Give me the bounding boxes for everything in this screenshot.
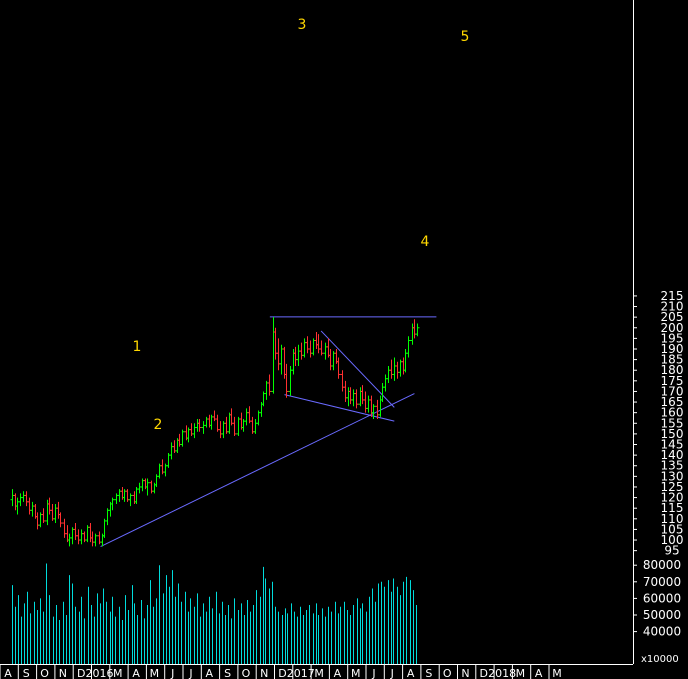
volume-bars [12,563,417,664]
time-tick-label: M [552,667,562,679]
price-tick-label: 150 [661,427,684,441]
time-tick-label: M [351,667,361,679]
price-tick-label: 155 [661,416,684,430]
price-bar [415,323,420,337]
trendline-support [100,393,415,548]
volume-tick-label: 50000 [643,608,681,622]
time-tick-label: A [535,667,543,679]
price-bar [319,340,324,356]
time-tick-label: N [461,667,469,679]
price-tick-label: 170 [661,384,684,398]
volume-unit-label: x10000 [641,654,679,665]
price-bar [110,497,115,511]
time-tick-label: A [132,667,140,679]
price-tick-label: 160 [661,406,684,420]
volume-tick-label: 60000 [643,591,681,605]
time-tick-label: O [443,667,452,679]
time-tick-label: S [23,667,30,679]
price-tick-label: 125 [661,480,684,494]
price-bar [41,508,46,524]
price-tick-label: 200 [661,321,684,335]
price-tick-label: 185 [661,353,684,367]
time-tick-label: S [224,667,231,679]
time-tick-label: M [516,667,526,679]
axes [0,0,634,665]
time-tick-label: N [59,667,67,679]
wave-label-4: 4 [421,234,430,250]
price-bar [197,419,202,432]
volume-axis-ticks: 40000 50000 60000 70000 80000 [633,558,681,639]
wave-label-1: 1 [133,339,142,355]
volume-tick-label: 70000 [643,575,681,589]
price-bar [354,389,359,409]
time-tick-label: O [242,667,251,679]
price-bar [58,512,63,528]
wave-label-5: 5 [461,29,470,45]
time-tick-label: M [314,667,324,679]
price-bar [406,336,411,358]
time-tick-label: A [334,667,342,679]
price-bar [180,429,185,447]
price-tick-label: 180 [661,363,684,377]
time-tick-label: 2017 [287,667,315,679]
time-tick-label: M [150,667,160,679]
price-tick-label: 215 [661,289,684,303]
time-axis-labels: A S O N D 2016 M A M J J A S O N D 2017 M A M J J A S O N D 2018 M A M [0,664,562,679]
price-tick-label: 105 [661,522,684,536]
price-tick-label: 110 [661,512,684,526]
time-tick-label: J [188,667,192,679]
price-bars [10,317,420,547]
price-tick-label: 175 [661,374,684,388]
time-tick-label: D [77,667,85,679]
price-tick-label: 190 [661,342,684,356]
price-bar [93,533,98,547]
price-tick-label: 210 [661,300,684,314]
price-bar [232,416,237,437]
price-bar [267,374,272,396]
wave-label-2: 2 [154,417,163,433]
time-tick-label: J [390,667,394,679]
time-tick-label: M [113,667,123,679]
time-tick-label: D [278,667,286,679]
price-tick-label: 115 [661,501,684,515]
price-axis-ticks: 9510010511011512012513013514014515015516… [633,289,683,558]
price-tick-label: 120 [661,491,684,505]
time-tick-label: D [480,667,488,679]
trendlines [100,316,437,548]
time-tick-label: A [4,667,12,679]
price-tick-label: 95 [664,544,679,558]
time-tick-label: A [407,667,415,679]
volume-tick-label: 80000 [643,558,681,572]
price-bar [336,357,341,379]
price-tick-label: 145 [661,438,684,452]
price-bar [128,493,133,507]
price-bar [284,363,289,398]
volume-tick-label: 40000 [643,625,681,639]
price-tick-label: 130 [661,469,684,483]
time-tick-label: O [40,667,49,679]
wave-count-labels: 1 2 3 4 5 [133,17,470,433]
time-tick-label: J [170,667,174,679]
time-tick-label: S [425,667,432,679]
time-tick-label: J [371,667,375,679]
price-tick-label: 135 [661,459,684,473]
price-tick-label: 205 [661,310,684,324]
price-tick-label: 195 [661,331,684,345]
trendline-lower-wedge [284,394,395,422]
time-tick-label: N [260,667,268,679]
price-tick-label: 165 [661,395,684,409]
wave-label-3: 3 [298,17,307,33]
price-tick-label: 140 [661,448,684,462]
time-tick-label: A [206,667,214,679]
price-tick-label: 100 [661,533,684,547]
price-bar [145,478,150,496]
time-tick-label: 2016 [86,667,114,679]
price-bar [371,404,376,420]
time-tick-label: 2018 [488,667,516,679]
